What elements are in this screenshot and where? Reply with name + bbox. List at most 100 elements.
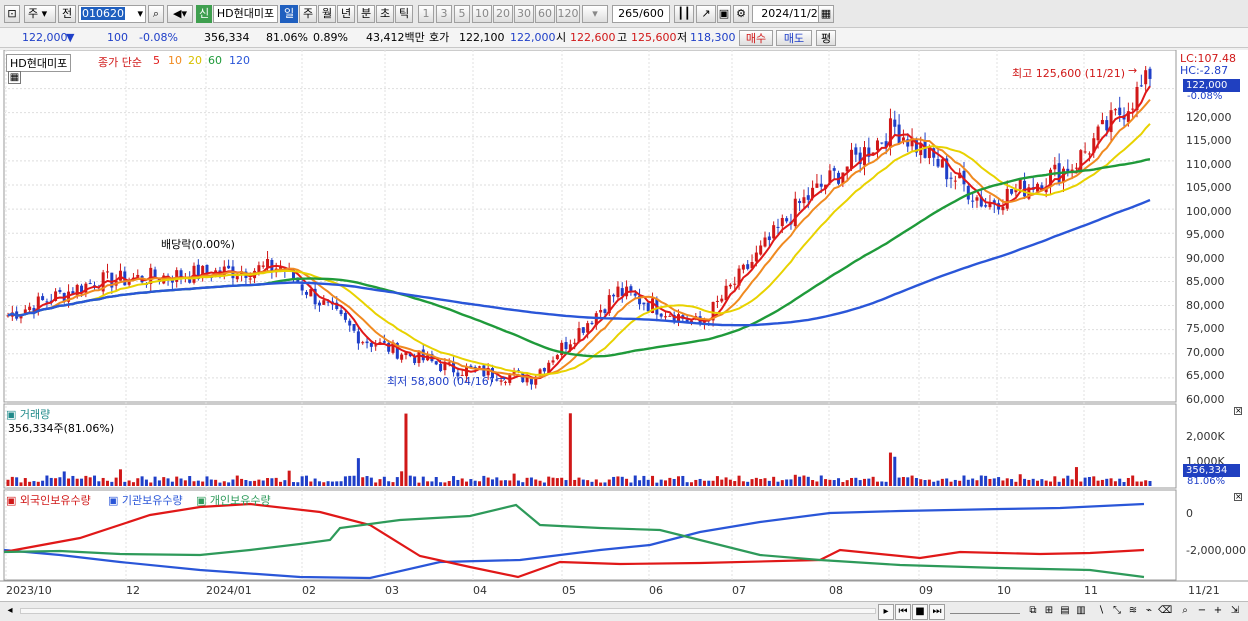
eval-button[interactable]: 평 [816, 30, 836, 46]
date-field[interactable]: 2024/11/21 [752, 5, 834, 23]
buy-button[interactable]: 매수 [739, 30, 773, 46]
layout-icon[interactable]: ⧉ [1029, 605, 1037, 616]
last-page-icon[interactable]: ⏭ [929, 604, 945, 620]
volume-bar [235, 475, 239, 486]
price-tag-pct: -0.08% [1187, 91, 1223, 102]
minus-icon[interactable]: − [1197, 605, 1207, 616]
resize-icon[interactable]: ⇲ [1230, 605, 1240, 616]
volume-bar [638, 480, 642, 486]
tab-period-5[interactable]: 초 [376, 5, 394, 23]
interval-0[interactable]: 1 [418, 5, 434, 23]
scroll-right-icon[interactable]: ▸ [878, 604, 894, 620]
dropdown-icon[interactable]: ▾ [137, 7, 143, 20]
volume-bar [525, 477, 529, 486]
candle [542, 367, 546, 372]
scroll-left-icon[interactable]: ◂ [7, 605, 13, 616]
stock-chart[interactable] [0, 49, 1248, 603]
table-icon[interactable]: ▦ [8, 71, 21, 84]
volume-bar [460, 478, 464, 486]
plus-icon[interactable]: + [1213, 605, 1223, 616]
draw-trend-icon[interactable]: ⤡ [1113, 605, 1121, 616]
prev-button[interactable]: 전 [58, 5, 76, 23]
x-label: 11 [1084, 584, 1098, 597]
panel-icon[interactable]: ▤ [1060, 605, 1070, 616]
stock-tag[interactable]: HD현대미포 [6, 54, 72, 72]
interval-7[interactable]: 120 [556, 5, 580, 23]
stop-icon[interactable]: ■ [912, 604, 928, 620]
volume-bar [434, 477, 438, 486]
chart-type-icon[interactable]: ┃┃ [674, 5, 694, 23]
volume-bar [516, 480, 520, 486]
volume-bar [746, 481, 750, 486]
volume-bar [261, 480, 265, 486]
volume-bar [798, 476, 802, 486]
search-icon[interactable]: ⌕ [148, 5, 164, 23]
gear-icon[interactable]: ⚙ [733, 5, 749, 23]
scrollbar[interactable] [20, 608, 876, 614]
close-icon[interactable]: × [1234, 492, 1242, 501]
volume-bar [1148, 481, 1152, 486]
volume-bar [767, 480, 771, 486]
volume-bar [1079, 481, 1083, 486]
interval-1[interactable]: 3 [436, 5, 452, 23]
candle [235, 276, 239, 280]
count-field[interactable]: 265/600 [612, 5, 670, 23]
window-icon[interactable]: ⊡ [4, 5, 20, 23]
draw-line-icon[interactable]: ∖ [1097, 605, 1105, 616]
interval-3[interactable]: 10 [472, 5, 492, 23]
interval-5[interactable]: 30 [514, 5, 534, 23]
candle [391, 342, 395, 353]
interval-2[interactable]: 5 [454, 5, 470, 23]
candle [170, 279, 174, 283]
tab-period-3[interactable]: 년 [337, 5, 355, 23]
calendar-icon[interactable]: ▦ [818, 5, 834, 23]
draw-tool-icon[interactable]: ⌁ [1145, 605, 1153, 616]
draw-fib-icon[interactable]: ≋ [1128, 605, 1138, 616]
volume-bar [1074, 467, 1078, 486]
candle [668, 315, 672, 317]
ask-value: 122,000 [510, 31, 556, 44]
interval-dropdown-icon[interactable]: ▾ [582, 5, 608, 23]
sell-button[interactable]: 매도 [776, 30, 812, 46]
new-badge[interactable]: 신 [196, 5, 212, 23]
y-tick: 95,000 [1186, 228, 1225, 241]
first-page-icon[interactable]: ⏮ [895, 604, 911, 620]
change-value: 100 [107, 31, 128, 44]
zoom-slider[interactable] [950, 608, 1020, 614]
candle [365, 341, 369, 344]
close-icon[interactable]: × [1234, 406, 1242, 415]
eraser-icon[interactable]: ⌫ [1158, 605, 1173, 616]
candle [482, 365, 486, 377]
interval-6[interactable]: 60 [535, 5, 555, 23]
volume-bar [841, 482, 845, 486]
chart-area[interactable]: HD현대미포 종가 단순 5 10 20 60 120 ▦ 최고 125,600… [0, 49, 1248, 603]
grid-icon[interactable]: ⊞ [1044, 605, 1054, 616]
interval-4[interactable]: 20 [493, 5, 513, 23]
y-tick: 120,000 [1186, 111, 1232, 124]
tab-period-4[interactable]: 분 [357, 5, 375, 23]
volume-bar [811, 480, 815, 486]
code-input[interactable]: 010620 ▾ [78, 5, 146, 23]
candle [387, 342, 391, 352]
candle [607, 295, 611, 314]
low-label: 저 [677, 31, 688, 44]
tab-period-1[interactable]: 주 [299, 5, 317, 23]
tool-icon[interactable]: ↗ [696, 5, 716, 23]
candle [408, 353, 412, 357]
holding-legend-inst-text: 기관보유수량 [121, 494, 183, 507]
candle [1018, 179, 1022, 190]
tab-period-6[interactable]: 틱 [395, 5, 413, 23]
volume-bar [854, 477, 858, 486]
save-icon[interactable]: ▣ [717, 5, 731, 23]
volume-bar [1001, 480, 1005, 486]
zoom-icon[interactable]: ⌕ [1182, 605, 1188, 616]
tab-period-2[interactable]: 월 [318, 5, 336, 23]
tab-period-0[interactable]: 일 [280, 5, 298, 23]
panel2-icon[interactable]: ▥ [1076, 605, 1086, 616]
candle [395, 342, 399, 359]
speaker-icon[interactable]: ◀▾ [167, 5, 193, 23]
candle [339, 310, 343, 315]
market-select[interactable]: 주 ▾ [24, 5, 56, 23]
candle [19, 314, 23, 319]
candle [1105, 120, 1109, 131]
